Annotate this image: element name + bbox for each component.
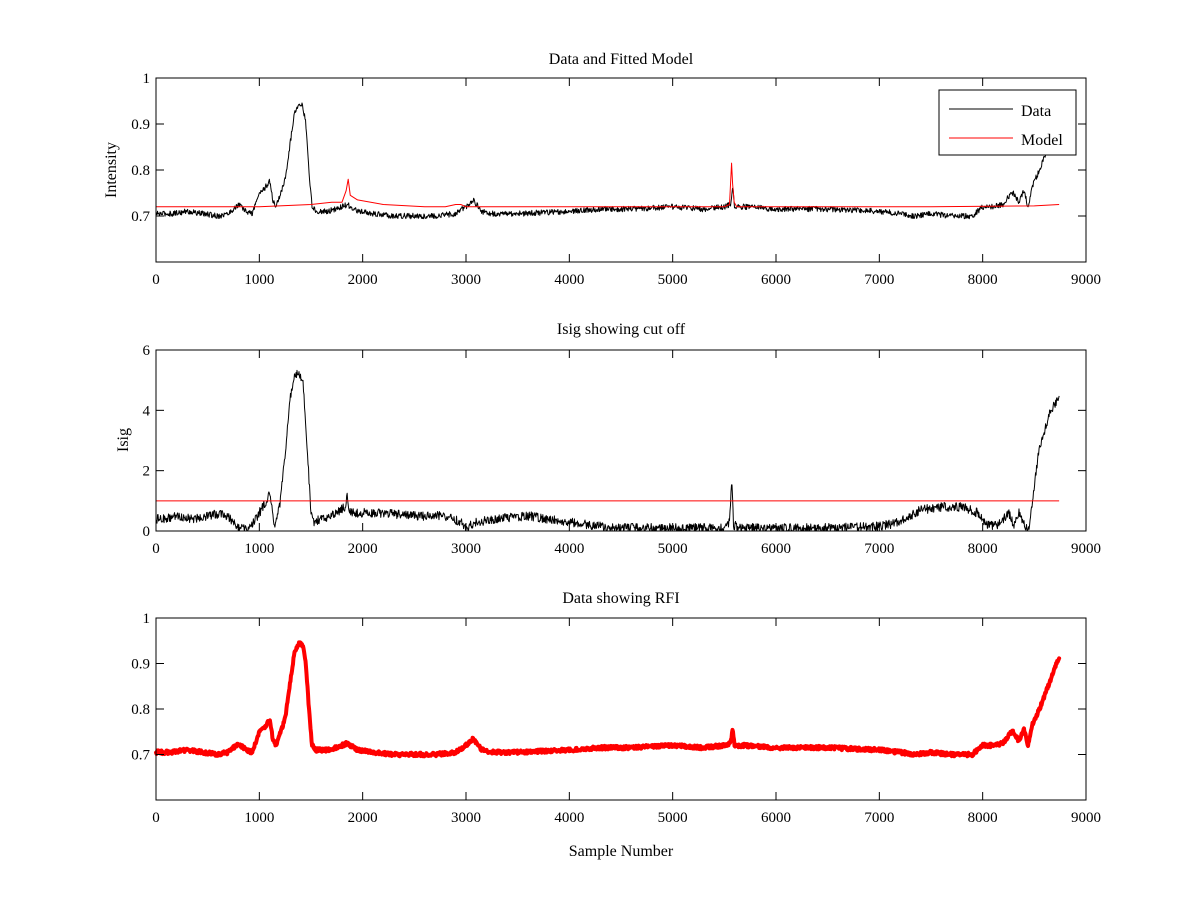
subplot-3-xtick-label: 9000 <box>1071 810 1101 826</box>
subplot-2: Isig showing cut off Isig 0 1000 2000 3000 4… <box>115 321 1101 557</box>
subplot-3-xlabel: Sample Number <box>569 843 674 860</box>
subplot-3: Data showing RFI 0 1000 2000 3000 4000 5000 60… <box>131 590 1101 860</box>
subplot-1-title: Data and Fitted Model <box>549 51 694 68</box>
subplot-1-xtick-label: 0 <box>152 272 160 288</box>
subplot-3-xtick-label: 6000 <box>761 810 791 826</box>
subplot-2-xtick-label: 2000 <box>348 541 378 557</box>
subplot-2-ticks: 0 1000 2000 3000 4000 5000 6000 7000 8000 9000 0 2 4… <box>143 343 1102 557</box>
subplot-2-ylabel: Isig <box>115 428 132 452</box>
subplot-2-ytick-label: 6 <box>143 343 151 359</box>
subplot-1-series-model <box>156 162 1060 208</box>
subplot-3-ytick-label: 0.7 <box>131 748 150 764</box>
subplot-2-series-1 <box>155 369 1060 532</box>
subplot-2-axes-box <box>155 349 1087 532</box>
subplot-1-ticks: 0 1000 2000 3000 4000 5000 6000 7000 8000 9000 0.7… <box>131 71 1101 288</box>
subplot-3-xtick-label: 2000 <box>348 810 378 826</box>
legend-box <box>938 89 1077 156</box>
subplot-2-xtick-label: 1000 <box>244 541 274 557</box>
subplot-1-ylabel: Intensity <box>103 142 120 198</box>
subplot-1-xtick-label: 4000 <box>554 272 584 288</box>
subplot-3-ytick-label: 0.9 <box>131 657 150 673</box>
subplot-2-ytick-label: 2 <box>143 464 151 480</box>
subplot-3-ytick-label: 1 <box>143 611 151 627</box>
subplot-2-xtick-label: 6000 <box>761 541 791 557</box>
legend-model-label: Model <box>1021 132 1063 149</box>
subplot-1-ytick-label: 1 <box>143 71 151 87</box>
legend: Data Model <box>938 89 1077 156</box>
subplot-3-axes-box <box>155 617 1087 801</box>
subplot-2-title: Isig showing cut off <box>557 321 686 338</box>
subplot-1-plot-area <box>155 102 1060 220</box>
subplot-1-xtick-label: 5000 <box>658 272 688 288</box>
subplot-3-xtick-label: 1000 <box>244 810 274 826</box>
subplot-3-ticks: 0 1000 2000 3000 4000 5000 6000 7000 8000 9000 0.7… <box>131 611 1101 826</box>
subplot-1-xtick-label: 9000 <box>1071 272 1101 288</box>
subplot-2-xtick-label: 3000 <box>451 541 481 557</box>
subplot-3-ytick-label: 0.8 <box>131 702 150 718</box>
subplot-2-xtick-label: 4000 <box>554 541 584 557</box>
subplot-2-xtick-label: 8000 <box>968 541 998 557</box>
subplot-3-title: Data showing RFI <box>562 590 679 607</box>
subplot-1-xtick-label: 3000 <box>451 272 481 288</box>
subplot-3-xtick-label: 0 <box>152 810 160 826</box>
subplot-3-series-1 <box>154 640 1062 759</box>
subplot-1-xtick-label: 7000 <box>864 272 894 288</box>
subplot-3-xtick-label: 3000 <box>451 810 481 826</box>
subplot-3-xtick-label: 5000 <box>658 810 688 826</box>
subplot-2-ytick-label: 4 <box>143 403 151 419</box>
subplot-3-xtick-label: 7000 <box>864 810 894 826</box>
subplot-2-plot-area <box>155 369 1060 532</box>
subplot-1-ytick-label: 0.9 <box>131 117 150 133</box>
subplot-1-xtick-label: 8000 <box>968 272 998 288</box>
subplot-1-xtick-label: 6000 <box>761 272 791 288</box>
subplot-1-ytick-label: 0.8 <box>131 163 150 179</box>
subplot-1-axes-box <box>155 77 1087 263</box>
subplot-1-xtick-label: 1000 <box>244 272 274 288</box>
subplot-3-xtick-label: 8000 <box>968 810 998 826</box>
subplot-3-plot-area <box>154 640 1062 759</box>
subplot-1-xtick-label: 2000 <box>348 272 378 288</box>
subplot-2-xtick-label: 7000 <box>864 541 894 557</box>
subplot-2-xtick-label: 9000 <box>1071 541 1101 557</box>
subplot-1-series-data <box>155 102 1060 220</box>
subplot-2-xtick-label: 0 <box>152 541 160 557</box>
subplot-2-xtick-label: 5000 <box>658 541 688 557</box>
legend-data-label: Data <box>1021 103 1051 120</box>
subplot-3-xtick-label: 4000 <box>554 810 584 826</box>
subplot-1: Data and Fitted Model Intensity 0 1000 200… <box>103 51 1101 288</box>
subplot-2-ytick-label: 0 <box>143 524 151 540</box>
subplot-1-ytick-label: 0.7 <box>131 209 150 225</box>
